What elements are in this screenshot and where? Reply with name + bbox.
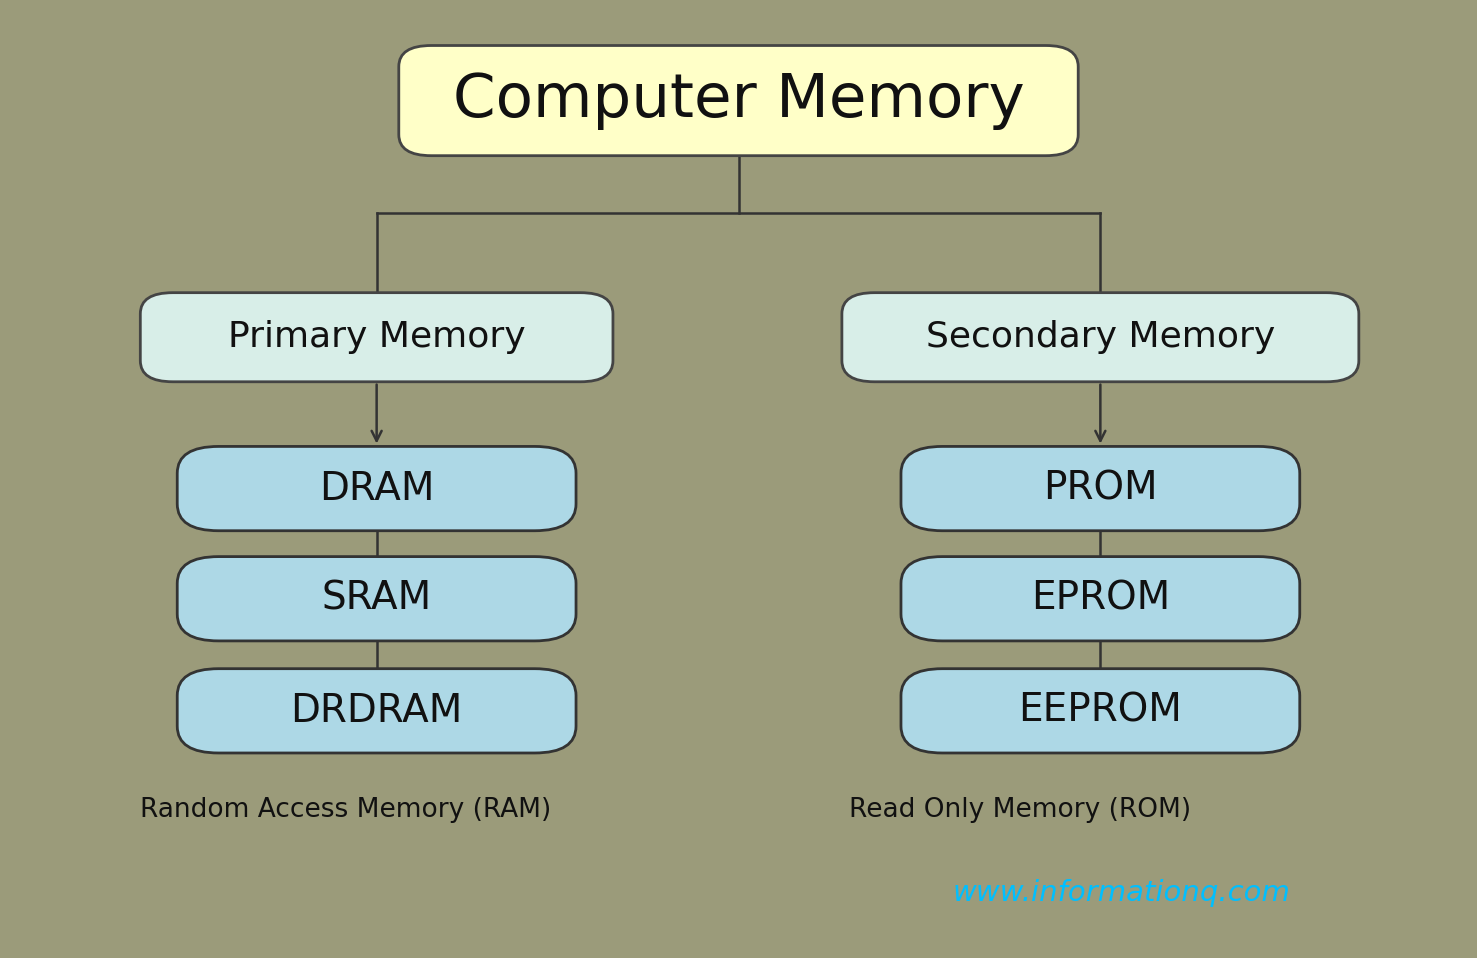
FancyBboxPatch shape [901,669,1300,753]
FancyBboxPatch shape [177,669,576,753]
Text: PROM: PROM [1043,469,1158,508]
Text: Computer Memory: Computer Memory [452,71,1025,130]
Text: Primary Memory: Primary Memory [227,320,526,354]
Text: Random Access Memory (RAM): Random Access Memory (RAM) [140,796,551,823]
FancyBboxPatch shape [177,557,576,641]
FancyBboxPatch shape [901,446,1300,531]
Text: www.informationq.com: www.informationq.com [953,878,1291,907]
Text: SRAM: SRAM [322,580,431,618]
Text: Read Only Memory (ROM): Read Only Memory (ROM) [849,796,1192,823]
FancyBboxPatch shape [842,293,1359,381]
Text: DRAM: DRAM [319,469,434,508]
Text: DRDRAM: DRDRAM [291,692,462,730]
FancyBboxPatch shape [140,293,613,381]
Text: EPROM: EPROM [1031,580,1170,618]
FancyBboxPatch shape [177,446,576,531]
Text: EEPROM: EEPROM [1019,692,1182,730]
Text: Secondary Memory: Secondary Memory [926,320,1275,354]
FancyBboxPatch shape [901,557,1300,641]
FancyBboxPatch shape [399,46,1078,156]
